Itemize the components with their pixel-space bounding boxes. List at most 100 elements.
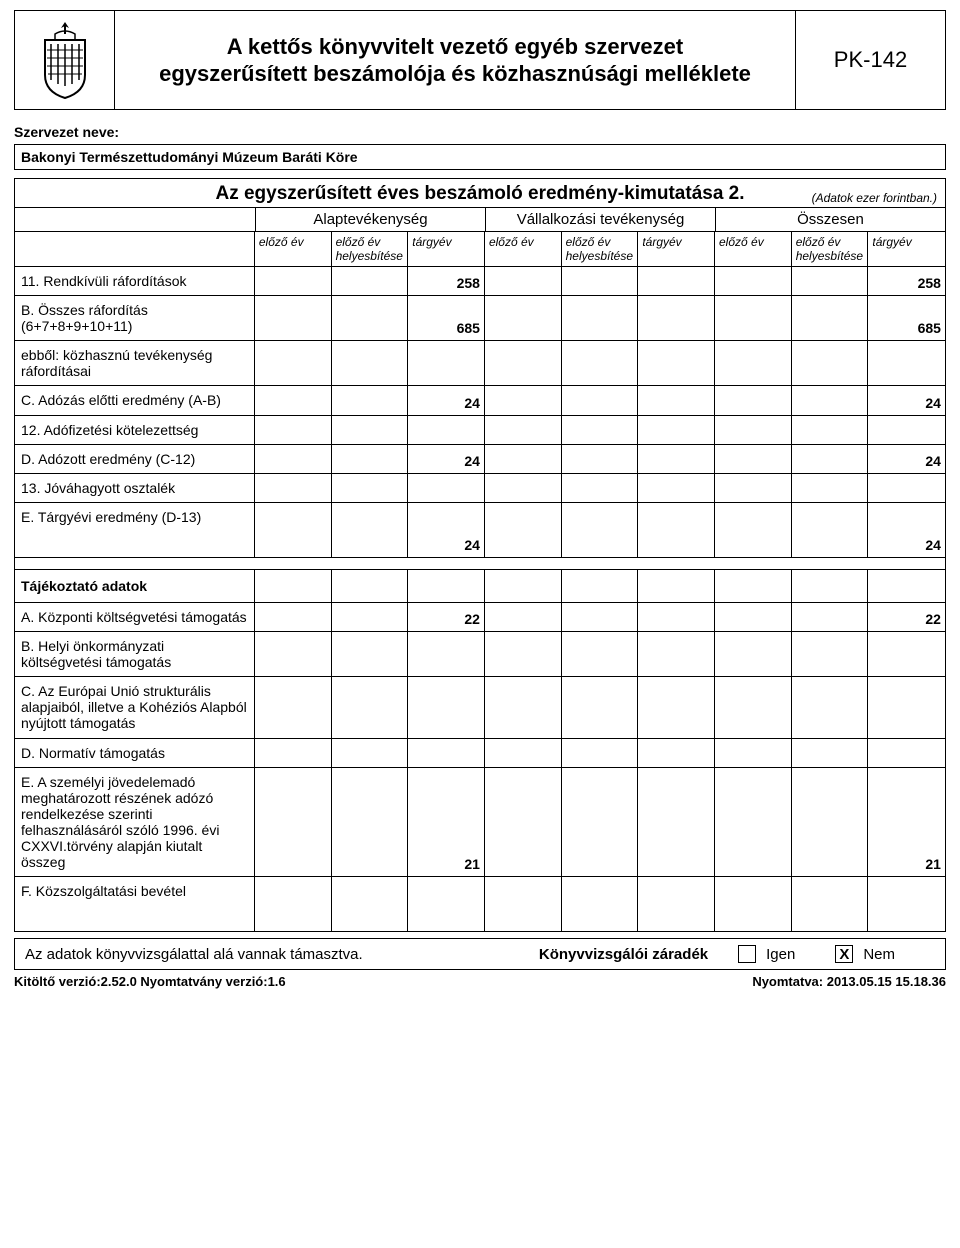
coat-of-arms-icon bbox=[35, 20, 95, 100]
info-cell bbox=[485, 739, 562, 767]
title-line-2: egyszerűsített beszámolója és közhasznús… bbox=[159, 61, 751, 86]
info-cell bbox=[562, 739, 639, 767]
table-cell bbox=[715, 296, 792, 340]
info-cell bbox=[638, 768, 715, 877]
info-cell bbox=[255, 768, 332, 877]
audit-no-option[interactable]: X Nem bbox=[835, 945, 895, 963]
table-cell bbox=[255, 416, 332, 444]
table-cell bbox=[868, 341, 945, 385]
table-cell: 24 bbox=[868, 386, 945, 414]
table-cell bbox=[562, 445, 639, 473]
footer-left: Kitöltő verzió:2.52.0 Nyomtatvány verzió… bbox=[14, 974, 286, 989]
info-cell bbox=[485, 768, 562, 877]
info-cell bbox=[715, 877, 792, 931]
table-cell bbox=[638, 267, 715, 295]
table-cell bbox=[485, 267, 562, 295]
section-title-row: Az egyszerűsített éves beszámoló eredmén… bbox=[15, 179, 945, 207]
title-line-1: A kettős könyvvitelt vezető egyéb szerve… bbox=[227, 34, 683, 59]
info-cell bbox=[562, 768, 639, 877]
table-label: D. Adózott eredmény (C-12) bbox=[15, 445, 255, 473]
info-cell bbox=[408, 677, 485, 737]
table-cell bbox=[715, 267, 792, 295]
page-footer: Kitöltő verzió:2.52.0 Nyomtatvány verzió… bbox=[14, 974, 946, 989]
info-cell bbox=[562, 877, 639, 931]
info-cell bbox=[792, 739, 869, 767]
table-cell bbox=[792, 503, 869, 557]
sub-header-empty bbox=[15, 232, 255, 266]
table-label: 12. Adófizetési kötelezettség bbox=[15, 416, 255, 444]
checkbox-no[interactable]: X bbox=[835, 945, 853, 963]
audit-yes-label: Igen bbox=[766, 946, 795, 963]
table-cell bbox=[332, 386, 409, 414]
sub-h-9: tárgyév bbox=[868, 232, 945, 266]
table-cell bbox=[408, 341, 485, 385]
table-cell bbox=[868, 416, 945, 444]
info-cell bbox=[332, 603, 409, 631]
org-name-value: Bakonyi Természettudományi Múzeum Baráti… bbox=[14, 144, 946, 170]
table-cell bbox=[408, 416, 485, 444]
footer-right: Nyomtatva: 2013.05.15 15.18.36 bbox=[752, 974, 946, 989]
table-cell bbox=[868, 474, 945, 502]
info-cell bbox=[638, 677, 715, 737]
table-cell bbox=[485, 474, 562, 502]
group-header-2: Vállalkozási tevékenység bbox=[486, 208, 716, 231]
info-cell bbox=[792, 677, 869, 737]
title-cell: A kettős könyvvitelt vezető egyéb szerve… bbox=[115, 11, 795, 109]
audit-yes-option[interactable]: Igen bbox=[738, 945, 795, 963]
info-h-c2 bbox=[332, 570, 409, 602]
table-cell: 258 bbox=[408, 267, 485, 295]
info-cell bbox=[792, 603, 869, 631]
group-header-empty bbox=[15, 208, 256, 231]
table-cell bbox=[255, 445, 332, 473]
org-name-label: Szervezet neve: bbox=[14, 124, 946, 140]
table-cell bbox=[715, 386, 792, 414]
info-cell bbox=[485, 603, 562, 631]
table-cell bbox=[332, 474, 409, 502]
table-cell bbox=[332, 503, 409, 557]
section-title: Az egyszerűsített éves beszámoló eredmén… bbox=[21, 183, 939, 205]
table-cell bbox=[332, 267, 409, 295]
table-cell bbox=[792, 386, 869, 414]
info-cell bbox=[255, 877, 332, 931]
info-h-c8 bbox=[792, 570, 869, 602]
table-cell: 24 bbox=[868, 503, 945, 557]
table-cell bbox=[562, 474, 639, 502]
info-cell bbox=[715, 768, 792, 877]
audit-no-label: Nem bbox=[863, 946, 895, 963]
data-rows-container: 11. Rendkívüli ráfordítások258258B. Össz… bbox=[15, 266, 945, 557]
info-h-c1 bbox=[255, 570, 332, 602]
table-cell bbox=[792, 267, 869, 295]
table-cell bbox=[485, 416, 562, 444]
table-cell bbox=[255, 341, 332, 385]
table-row: 13. Jóváhagyott osztalék bbox=[15, 473, 945, 502]
info-label: E. A személyi jövedelemadó meghatározott… bbox=[15, 768, 255, 877]
info-label: A. Központi költségvetési támogatás bbox=[15, 603, 255, 631]
info-row: C. Az Európai Unió strukturális alapjaib… bbox=[15, 676, 945, 737]
page: A kettős könyvvitelt vezető egyéb szerve… bbox=[0, 0, 960, 999]
info-cell bbox=[408, 739, 485, 767]
table-cell: 24 bbox=[868, 445, 945, 473]
info-row: B. Helyi önkormányzati költségvetési tám… bbox=[15, 631, 945, 676]
group-header-3: Összesen bbox=[716, 208, 945, 231]
table-cell bbox=[332, 341, 409, 385]
table-cell: 685 bbox=[868, 296, 945, 340]
table-cell: 258 bbox=[868, 267, 945, 295]
info-h-c4 bbox=[485, 570, 562, 602]
table-cell bbox=[715, 474, 792, 502]
info-cell bbox=[255, 739, 332, 767]
info-cell bbox=[715, 603, 792, 631]
info-cell: 21 bbox=[868, 768, 945, 877]
info-h-c6 bbox=[638, 570, 715, 602]
spacer-row bbox=[15, 557, 945, 569]
info-cell bbox=[485, 877, 562, 931]
info-cell bbox=[792, 632, 869, 676]
table-cell bbox=[485, 503, 562, 557]
table-row: D. Adózott eredmény (C-12)2424 bbox=[15, 444, 945, 473]
table-row: C. Adózás előtti eredmény (A-B)2424 bbox=[15, 385, 945, 414]
info-row: A. Központi költségvetési támogatás2222 bbox=[15, 602, 945, 631]
checkbox-yes[interactable] bbox=[738, 945, 756, 963]
table-label: E. Tárgyévi eredmény (D-13) bbox=[15, 503, 255, 557]
table-cell bbox=[792, 445, 869, 473]
table-cell: 24 bbox=[408, 503, 485, 557]
info-cell bbox=[638, 632, 715, 676]
